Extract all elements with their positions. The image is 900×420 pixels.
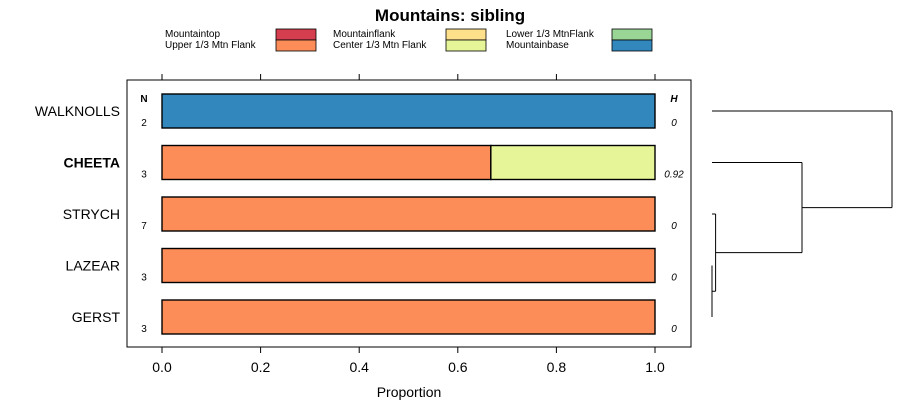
row-label: WALKNOLLS xyxy=(35,103,120,119)
row-h-value: 0 xyxy=(671,324,677,335)
legend-swatch xyxy=(611,39,653,52)
dendrogram xyxy=(711,110,893,317)
row-label: STRYCH xyxy=(63,206,120,222)
legend-label: Mountainflank xyxy=(333,29,396,40)
x-tick-label: 1.0 xyxy=(645,359,665,375)
legend-swatch xyxy=(275,39,317,52)
x-tick-label: 0.6 xyxy=(448,359,468,375)
legend-label: Mountainbase xyxy=(506,40,569,51)
legend-label: Upper 1/3 Mtn Flank xyxy=(165,40,257,51)
x-tick-label: 0.8 xyxy=(547,359,567,375)
row-label: LAZEAR xyxy=(66,258,120,274)
row-n-value: 2 xyxy=(141,118,147,129)
row-label: GERST xyxy=(72,309,121,325)
legend-label: Mountaintop xyxy=(165,29,220,40)
x-tick-label: 0.2 xyxy=(251,359,271,375)
plot-area: 0.0 0.2 0.4 0.6 0.8 1.0 N H WALKNOLLS 2 0 CHEETA 3 0.… xyxy=(35,74,692,375)
chart-title: Mountains: sibling xyxy=(375,6,525,25)
row-h-value: 0 xyxy=(671,273,677,284)
row-h-value: 0.92 xyxy=(664,170,684,181)
bar-segment xyxy=(161,93,656,129)
legend-swatch xyxy=(445,28,487,41)
x-axis-title: Proportion xyxy=(377,384,442,400)
x-tick-label: 0.0 xyxy=(152,359,172,375)
row-h-value: 0 xyxy=(671,118,677,129)
legend-swatch xyxy=(445,39,487,52)
h-column-header: H xyxy=(670,94,678,105)
bar-segment xyxy=(161,144,492,181)
row-n-value: 7 xyxy=(141,221,147,232)
bar-segment xyxy=(161,299,656,335)
legend-swatch xyxy=(611,28,653,41)
row-n-value: 3 xyxy=(141,170,147,181)
legend-swatch xyxy=(275,28,317,41)
n-column-header: N xyxy=(140,94,147,105)
legend-label: Center 1/3 Mtn Flank xyxy=(333,40,427,51)
bar-segment xyxy=(161,247,656,284)
row-label: CHEETA xyxy=(63,155,120,171)
panel-border xyxy=(126,79,692,348)
row-h-value: 0 xyxy=(671,221,677,232)
x-tick-label: 0.4 xyxy=(349,359,369,375)
legend-label: Lower 1/3 MtnFlank xyxy=(506,29,595,40)
row-n-value: 3 xyxy=(141,273,147,284)
row-n-value: 3 xyxy=(141,324,147,335)
bar-segment xyxy=(490,144,656,181)
bar-segment xyxy=(161,196,656,232)
